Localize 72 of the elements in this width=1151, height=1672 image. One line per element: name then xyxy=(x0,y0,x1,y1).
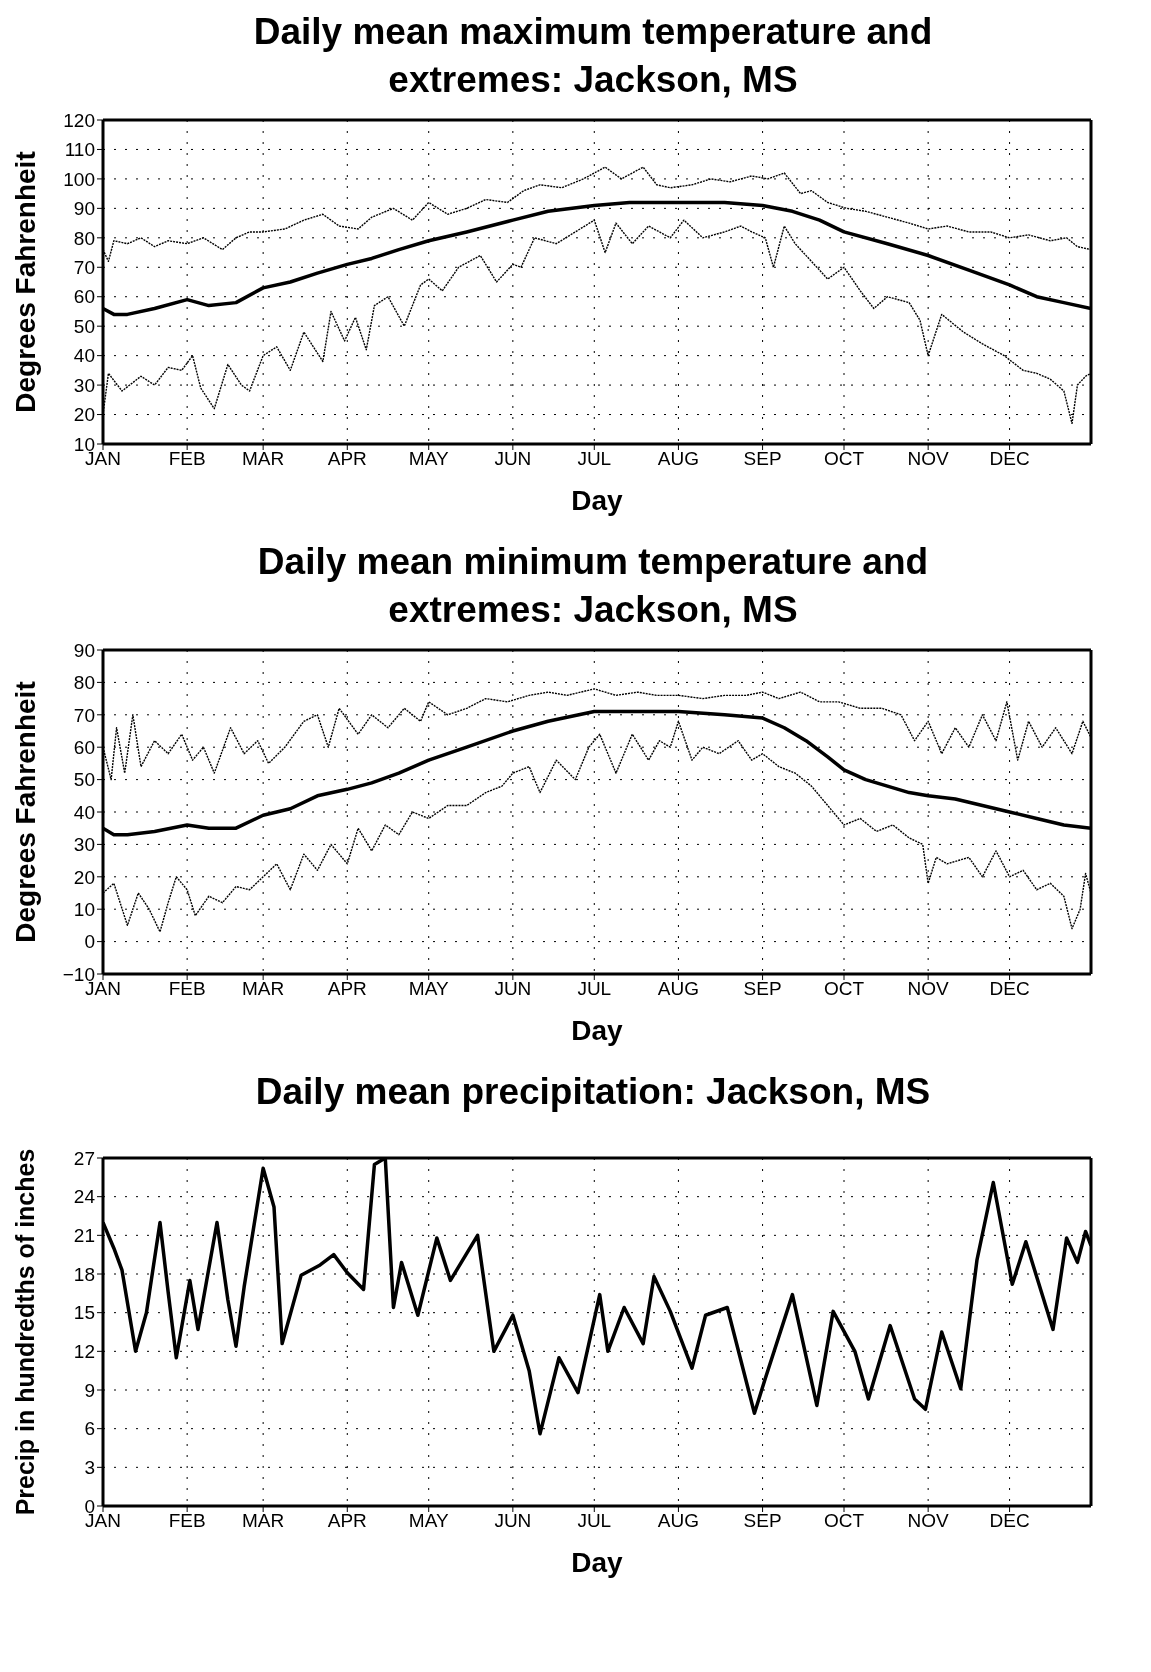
x-tick-label: SEP xyxy=(743,1510,782,1532)
y-tick-label: 18 xyxy=(73,1263,95,1285)
x-tick-label: NOV xyxy=(907,448,950,470)
y-tick-label: 9 xyxy=(84,1379,95,1401)
y-tick-label: 27 xyxy=(73,1147,95,1169)
y-tick-label: 15 xyxy=(73,1302,95,1324)
x-axis-title: Day xyxy=(571,485,624,516)
y-tick-label: 6 xyxy=(84,1418,95,1440)
y-tick-label: 70 xyxy=(73,257,95,279)
y-tick-label: 110 xyxy=(64,139,95,161)
x-tick-label: FEB xyxy=(168,978,206,1000)
y-tick-label: 60 xyxy=(73,286,95,308)
x-axis-title: Day xyxy=(571,1547,624,1578)
chart-title: Daily mean precipitation: Jackson, MS xyxy=(254,1070,932,1114)
y-tick-label: 70 xyxy=(73,704,95,726)
y-tick-label: 100 xyxy=(63,168,95,190)
x-tick-label: SEP xyxy=(743,978,782,1000)
y-axis-title: Degrees Fahrenheit xyxy=(9,681,41,943)
x-tick-label: AUG xyxy=(657,1510,700,1532)
chart-title: Daily mean minimum temperature and extremes: Jackson, MS xyxy=(256,540,930,632)
x-tick-label: NOV xyxy=(907,1510,950,1532)
x-tick-label: JUN xyxy=(494,978,532,1000)
x-tick-label: OCT xyxy=(823,978,865,1000)
x-tick-label: MAR xyxy=(242,978,285,1000)
y-tick-label: 80 xyxy=(73,227,95,249)
y-tick-label: 20 xyxy=(73,866,95,888)
y-tick-label: 12 xyxy=(73,1341,95,1363)
x-tick-label: DEC xyxy=(989,448,1030,470)
y-tick-label: 30 xyxy=(73,834,95,856)
y-tick-label: 10 xyxy=(73,898,95,920)
x-tick-label: DEC xyxy=(989,978,1030,1000)
y-tick-label: 50 xyxy=(73,315,95,337)
y-tick-label: 21 xyxy=(73,1225,95,1247)
x-tick-label: AUG xyxy=(657,978,700,1000)
chart-title: Daily mean maximum temperature and extremes: Jackson, MS xyxy=(252,10,934,102)
y-tick-label: 30 xyxy=(73,374,95,396)
y-tick-label: 24 xyxy=(73,1186,96,1208)
x-tick-label: SEP xyxy=(743,448,782,470)
x-tick-label: FEB xyxy=(168,448,206,470)
x-tick-label: OCT xyxy=(823,448,865,470)
x-tick-label: DEC xyxy=(989,1510,1030,1532)
x-tick-label: OCT xyxy=(823,1510,865,1532)
x-tick-label: JUL xyxy=(577,978,612,1000)
y-tick-label: 80 xyxy=(73,672,95,694)
y-axis-title: Precip in hundredths of inches xyxy=(10,1148,39,1516)
x-tick-label: APR xyxy=(327,448,367,470)
y-tick-label: 60 xyxy=(73,736,95,758)
x-tick-label: APR xyxy=(327,978,367,1000)
y-tick-label: 20 xyxy=(73,404,95,426)
x-axis-title: Day xyxy=(571,1015,624,1046)
x-tick-label: JUN xyxy=(494,448,532,470)
x-tick-label: NOV xyxy=(907,978,950,1000)
x-tick-label: FEB xyxy=(168,1510,206,1532)
x-tick-label: JUL xyxy=(577,448,612,470)
x-tick-label: MAR xyxy=(242,448,285,470)
y-tick-label: 90 xyxy=(73,198,95,220)
x-tick-label: JUN xyxy=(494,1510,532,1532)
x-tick-label: MAR xyxy=(242,1510,285,1532)
y-tick-label: 40 xyxy=(73,345,95,367)
x-tick-label: APR xyxy=(327,1510,367,1532)
y-tick-label: 40 xyxy=(73,801,95,823)
y-tick-label: 0 xyxy=(84,931,95,953)
y-axis-title: Degrees Fahrenheit xyxy=(9,151,41,413)
x-tick-label: MAY xyxy=(408,1510,449,1532)
x-tick-label: MAY xyxy=(408,448,449,470)
x-tick-label: JUL xyxy=(577,1510,612,1532)
y-tick-label: 90 xyxy=(73,639,95,661)
x-tick-label: MAY xyxy=(408,978,449,1000)
y-tick-label: 120 xyxy=(63,109,95,131)
y-tick-label: 3 xyxy=(84,1457,95,1479)
x-tick-label: AUG xyxy=(657,448,700,470)
y-tick-label: 50 xyxy=(73,769,95,791)
